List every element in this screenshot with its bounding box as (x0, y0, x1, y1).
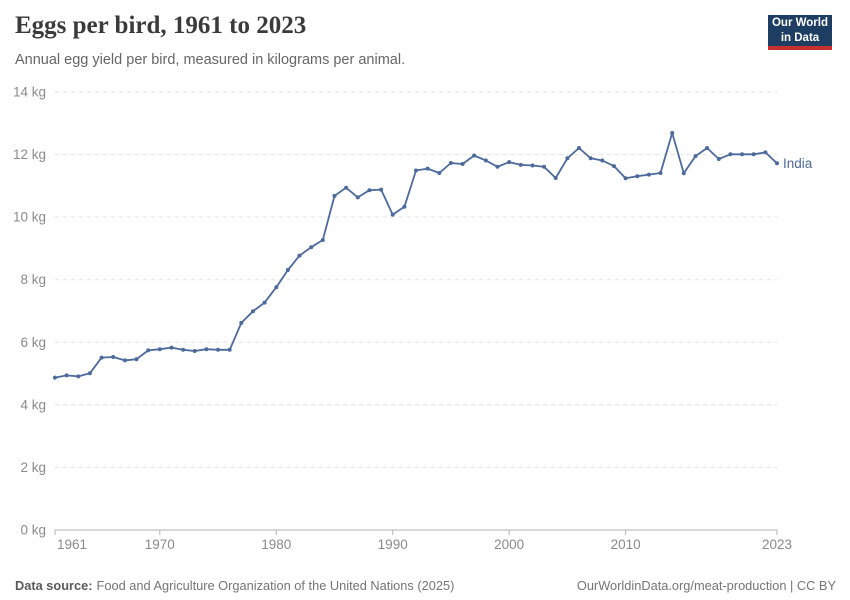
data-point (297, 253, 302, 258)
data-point (204, 347, 209, 352)
x-tick-label: 1990 (378, 537, 408, 552)
data-point (577, 146, 581, 150)
data-point (169, 345, 174, 350)
data-point (111, 355, 116, 359)
data-point (588, 156, 593, 161)
data-point (763, 150, 768, 155)
data-point (320, 238, 325, 242)
data-point (495, 164, 500, 169)
data-source-text: Food and Agriculture Organization of the… (96, 578, 455, 593)
data-point (64, 373, 69, 378)
data-point (262, 300, 267, 305)
x-tick-label: 2000 (494, 537, 524, 552)
data-point (367, 188, 372, 193)
data-point (740, 152, 745, 157)
data-point (355, 195, 360, 200)
data-point (390, 212, 395, 217)
y-tick-label: 12 kg (13, 147, 46, 162)
data-point (518, 162, 523, 167)
data-point (565, 156, 570, 161)
data-point (635, 174, 640, 179)
data-point (309, 245, 314, 250)
data-point (332, 193, 337, 198)
data-point (553, 176, 558, 180)
x-tick-label: 1970 (145, 537, 175, 552)
data-point (285, 268, 290, 272)
data-point (658, 171, 663, 175)
chart-subtitle: Annual egg yield per bird, measured in k… (15, 52, 406, 68)
data-point (87, 371, 92, 376)
data-point (192, 349, 197, 353)
x-tick-label: 1961 (57, 537, 87, 552)
y-tick-label: 2 kg (20, 460, 46, 475)
data-source-label: Data source: (15, 578, 93, 593)
data-point (483, 158, 488, 163)
data-point (216, 347, 220, 352)
data-source: Data source: Food and Agriculture Organiz… (15, 578, 454, 593)
data-point (646, 172, 651, 177)
data-point (134, 357, 139, 362)
data-point (705, 146, 710, 150)
data-point (728, 152, 733, 157)
data-point (716, 157, 721, 161)
data-point (181, 347, 186, 352)
data-point (460, 162, 465, 166)
data-point (530, 163, 535, 168)
data-point (612, 164, 616, 169)
y-tick-label: 8 kg (20, 272, 46, 287)
logo-line1: Our World (771, 17, 828, 30)
data-point (670, 131, 675, 135)
data-point (146, 348, 151, 353)
data-point (274, 285, 279, 290)
y-tick-label: 4 kg (20, 397, 46, 412)
data-point (379, 187, 384, 192)
data-point (448, 161, 453, 165)
credit-line: OurWorldinData.org/meat-production | CC … (576, 578, 836, 593)
data-point (251, 309, 255, 314)
data-point (775, 161, 779, 166)
y-tick-label: 10 kg (13, 210, 46, 225)
x-tick-label: 1980 (261, 537, 291, 552)
y-tick-label: 14 kg (13, 85, 46, 100)
data-point (751, 152, 756, 157)
data-point (507, 160, 512, 165)
data-point (437, 171, 442, 175)
logo-line2: in Data (780, 31, 820, 44)
series-label: India (783, 156, 813, 171)
data-point (623, 176, 628, 181)
data-point (157, 347, 162, 352)
data-point (542, 164, 547, 169)
data-point (53, 375, 57, 380)
owid-logo: Our World in Data (768, 15, 832, 50)
data-point (239, 320, 244, 325)
data-point (122, 358, 127, 363)
data-point (693, 154, 698, 159)
x-tick-label: 2010 (611, 537, 641, 552)
y-tick-label: 0 kg (20, 523, 46, 538)
data-point (600, 158, 605, 163)
data-point (681, 171, 686, 176)
x-tick-label: 2023 (762, 537, 792, 552)
y-tick-label: 6 kg (20, 335, 46, 350)
data-point (227, 347, 232, 352)
data-point (402, 204, 407, 209)
data-point (99, 355, 104, 360)
data-point (425, 166, 430, 171)
data-point (472, 153, 477, 158)
data-point (344, 185, 349, 190)
data-point (76, 374, 81, 379)
data-point (414, 168, 418, 173)
page-title: Eggs per bird, 1961 to 2023 (15, 12, 307, 39)
